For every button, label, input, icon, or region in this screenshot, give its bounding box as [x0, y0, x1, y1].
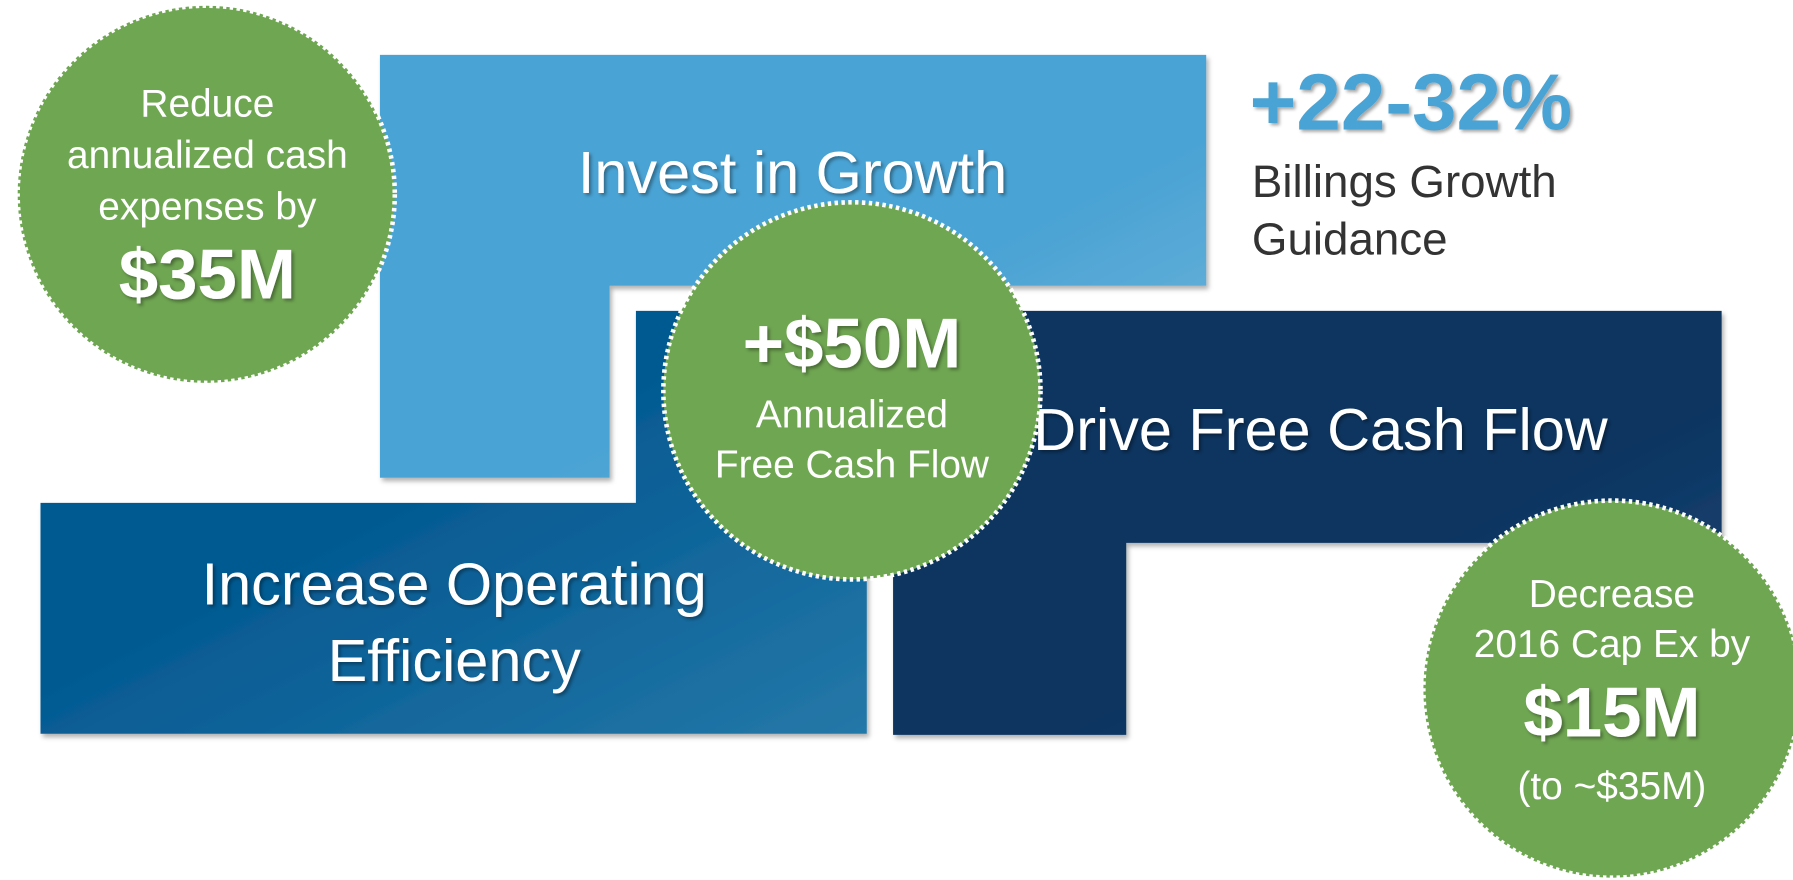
callout-circle: [15, 3, 398, 386]
callout-circle: [661, 200, 1043, 582]
highlight-caption: Guidance: [1252, 213, 1448, 264]
circle-amount: $15M: [1523, 673, 1700, 752]
highlight-value: +22-32%: [1250, 58, 1572, 147]
block-label: Invest in Growth: [578, 139, 1007, 206]
circle-text: Reduce: [140, 83, 274, 126]
circle-text: expenses by: [98, 185, 317, 228]
cashflow-block: [893, 310, 1722, 735]
circle-text: Annualized: [756, 393, 948, 436]
highlight-caption: Billings Growth: [1252, 156, 1557, 207]
block-label: Increase Operating: [202, 550, 707, 617]
efficiency-block: [40, 310, 867, 734]
circle-text: Decrease: [1529, 573, 1695, 616]
circle-text: annualized cash: [67, 134, 348, 177]
callout-circle: [1421, 498, 1793, 880]
circle-text: 2016 Cap Ex by: [1474, 623, 1751, 666]
block-label: Efficiency: [328, 627, 581, 694]
circle-amount: +$50M: [743, 304, 962, 383]
circle-text: Free Cash Flow: [715, 444, 990, 487]
circle-text: (to ~$35M): [1517, 765, 1706, 808]
block-label: Drive Free Cash Flow: [1033, 396, 1608, 463]
circle-amount: $35M: [119, 236, 296, 315]
